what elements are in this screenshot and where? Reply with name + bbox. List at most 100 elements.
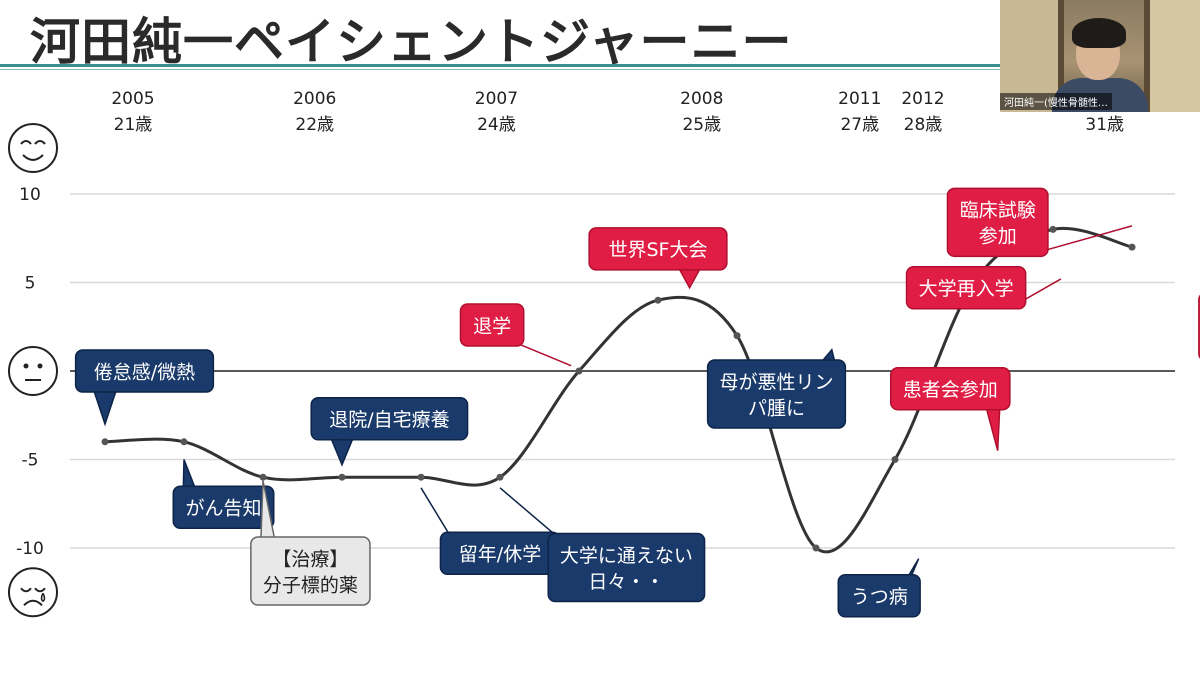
speaker-name: 河田純一(慢性骨髄性… — [1000, 93, 1112, 110]
age-label: 31歳 — [1085, 115, 1124, 135]
callout-label: 倦怠感/微熱 — [94, 361, 195, 383]
data-point — [259, 473, 267, 481]
age-label: 25歳 — [682, 115, 721, 135]
callout-label: 母が悪性リン — [719, 371, 833, 393]
face-mouth — [23, 599, 43, 606]
callout-pointer-base — [448, 536, 452, 540]
face-eye — [34, 587, 46, 593]
callout-fatigue: 倦怠感/微熱 — [74, 349, 215, 427]
callout-label: 分子標的薬 — [263, 574, 358, 596]
title-underline-thin — [0, 69, 1000, 70]
callout-label: がん告知 — [185, 498, 261, 520]
year-label: 2007 — [475, 89, 518, 109]
data-point — [733, 332, 741, 340]
data-point — [575, 367, 583, 375]
video-wall-right — [1150, 0, 1200, 112]
face-eye — [20, 587, 32, 593]
callout-pointer-base — [987, 402, 999, 406]
callout-box — [310, 397, 469, 441]
callout-pointer-base — [556, 537, 560, 541]
callout-pointer-base — [94, 385, 116, 388]
callout-label: 参加 — [979, 226, 1017, 248]
callout-pointer-base — [512, 338, 516, 342]
data-point — [812, 544, 820, 552]
age-label: 24歳 — [477, 115, 516, 135]
callout-patient-group: 患者会参加 — [890, 366, 1011, 451]
neutral-face-icon — [8, 346, 58, 396]
callout-pointer-base — [679, 262, 701, 266]
callout-label: 患者会参加 — [903, 379, 998, 401]
data-point — [417, 473, 425, 481]
webcam-video: 河田純一(慢性骨髄性… — [1000, 0, 1200, 112]
y-tick-label: 10 — [19, 185, 41, 205]
callout-box — [837, 574, 921, 618]
speaker-hair — [1072, 18, 1126, 48]
callout-label: 大学再入学 — [919, 278, 1014, 300]
callout-reenroll: 大学再入学 — [905, 266, 1062, 310]
data-point — [180, 438, 188, 446]
callout-label: 世界SF大会 — [609, 239, 708, 261]
callout-label: 留年/休学 — [459, 544, 541, 566]
face-mouth — [22, 154, 44, 161]
callout-label: 【治療】 — [272, 548, 348, 570]
callout-box — [905, 266, 1027, 310]
callout-label: 大学に通えない — [560, 545, 693, 567]
data-point — [654, 296, 662, 304]
callout-box — [946, 187, 1049, 258]
callout-pointer — [420, 487, 452, 537]
callout-pointer-base — [821, 364, 834, 368]
age-label: 21歳 — [114, 115, 153, 135]
y-tick-label: -10 — [16, 539, 44, 559]
callout-box — [250, 536, 371, 606]
callout-discharge: 退院/自宅療養 — [310, 397, 469, 467]
face-eye — [23, 363, 29, 369]
sad-face-icon — [8, 567, 58, 618]
callout-box — [547, 532, 706, 603]
callout-pointer — [513, 341, 572, 367]
age-label: 28歳 — [904, 115, 943, 135]
age-label: 27歳 — [840, 115, 879, 135]
face-outline — [8, 346, 58, 396]
data-point — [1049, 225, 1057, 233]
callout-pointer-base — [331, 432, 353, 436]
data-point — [338, 473, 346, 481]
callout-pointer — [1015, 278, 1062, 306]
callout-box — [172, 485, 275, 530]
callout-leave: 留年/休学 — [420, 487, 561, 576]
data-point — [891, 456, 899, 463]
callout-pointer — [984, 404, 1001, 451]
callout-pointer-base — [184, 490, 195, 494]
callout-label: 退院/自宅療養 — [329, 409, 449, 431]
face-eye — [20, 139, 32, 145]
year-label: 2006 — [293, 89, 336, 109]
callout-box — [459, 303, 525, 347]
page-title: 河田純一ペイシェントジャーニー — [30, 13, 793, 71]
callout-pointer — [1037, 225, 1133, 254]
callout-box — [890, 366, 1011, 411]
callout-box — [706, 359, 847, 429]
data-point — [496, 473, 504, 481]
callout-depression: うつ病 — [837, 558, 921, 618]
callout-pointer — [91, 387, 119, 427]
face-outline — [8, 567, 58, 618]
y-tick-label: -5 — [22, 451, 39, 471]
callout-label: 退学 — [473, 315, 511, 337]
callout-dropout: 退学 — [459, 303, 572, 367]
face-tear — [40, 592, 46, 603]
title-underline — [0, 64, 1000, 67]
callout-pointer-base — [1036, 249, 1040, 253]
video-beam-right — [1144, 0, 1150, 112]
callout-pointer — [499, 487, 559, 539]
data-point — [101, 438, 109, 446]
year-label: 2012 — [901, 89, 944, 109]
callout-pointer-base — [1014, 301, 1018, 305]
callout-label: 臨床試験 — [960, 200, 1036, 222]
video-beam — [1058, 0, 1064, 112]
callout-label: 日々・・ — [588, 571, 664, 593]
callout-label: パ腫に — [748, 397, 805, 419]
face-outline — [8, 122, 58, 173]
